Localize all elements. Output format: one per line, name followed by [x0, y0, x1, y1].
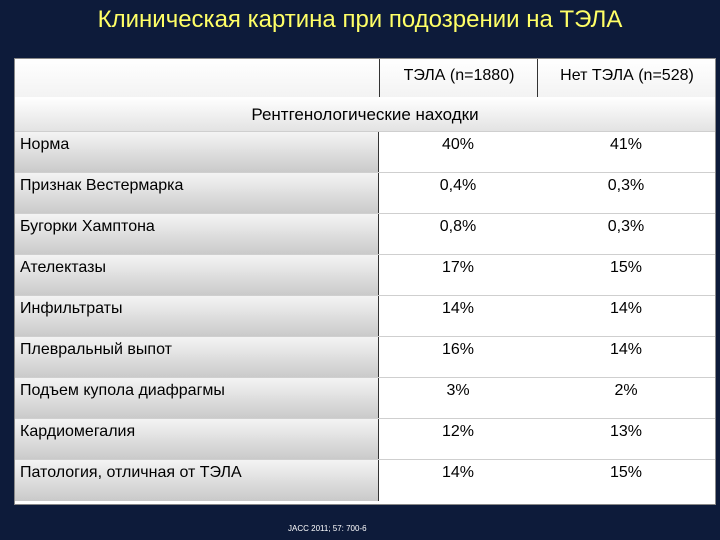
row-value-no-pe: 14% — [609, 341, 643, 358]
table-header-row: ТЭЛА (n=1880) Нет ТЭЛА (n=528) — [15, 59, 715, 98]
row-label: Плевральный выпот — [15, 337, 379, 378]
table-row: Бугорки Хамптона 0,8% 0,3% — [15, 213, 715, 255]
citation: JACC 2011; 57: 700-6 — [288, 524, 367, 533]
row-value-no-pe: 14% — [609, 300, 643, 317]
row-value-no-pe: 2% — [614, 382, 638, 399]
row-value-no-pe: 13% — [609, 423, 643, 440]
row-label: Кардиомегалия — [15, 419, 379, 460]
row-value-pe: 14% — [441, 300, 475, 317]
row-label: Патология, отличная от ТЭЛА — [15, 460, 379, 501]
row-label: Инфильтраты — [15, 296, 379, 337]
findings-table: ТЭЛА (n=1880) Нет ТЭЛА (n=528) Рентгенол… — [14, 58, 716, 505]
table-row: Плевральный выпот 16% 14% — [15, 336, 715, 378]
row-value-no-pe: 0,3% — [607, 218, 645, 235]
row-label: Подъем купола диафрагмы — [15, 378, 379, 419]
row-value-pe: 16% — [441, 341, 475, 358]
row-value-pe: 0,8% — [439, 218, 477, 235]
table-row: Патология, отличная от ТЭЛА 14% 15% — [15, 459, 715, 501]
table-row: Инфильтраты 14% 14% — [15, 295, 715, 337]
row-value-pe: 17% — [441, 259, 475, 276]
row-label: Бугорки Хамптона — [15, 214, 379, 255]
row-label: Норма — [15, 132, 379, 173]
table-row: Признак Вестермарка 0,4% 0,3% — [15, 172, 715, 214]
row-value-pe: 40% — [441, 136, 475, 153]
row-value-no-pe: 0,3% — [607, 177, 645, 194]
column-header-no-pe: Нет ТЭЛА (n=528) — [537, 59, 716, 97]
row-value-no-pe: 15% — [609, 259, 643, 276]
row-label: Признак Вестермарка — [15, 173, 379, 214]
row-value-no-pe: 41% — [609, 136, 643, 153]
row-value-no-pe: 15% — [609, 464, 643, 481]
row-value-pe: 14% — [441, 464, 475, 481]
row-value-pe: 12% — [441, 423, 475, 440]
table-row: Подъем купола диафрагмы 3% 2% — [15, 377, 715, 419]
row-value-pe: 0,4% — [439, 177, 477, 194]
table-row: Ателектазы 17% 15% — [15, 254, 715, 296]
row-label: Ателектазы — [15, 255, 379, 296]
table-row: Кардиомегалия 12% 13% — [15, 418, 715, 460]
column-header-pe: ТЭЛА (n=1880) — [379, 59, 538, 97]
section-header: Рентгенологические находки — [15, 97, 715, 131]
table-row: Норма 40% 41% — [15, 131, 715, 173]
slide-title: Клиническая картина при подозрении на ТЭ… — [97, 6, 623, 33]
row-value-pe: 3% — [446, 382, 470, 399]
